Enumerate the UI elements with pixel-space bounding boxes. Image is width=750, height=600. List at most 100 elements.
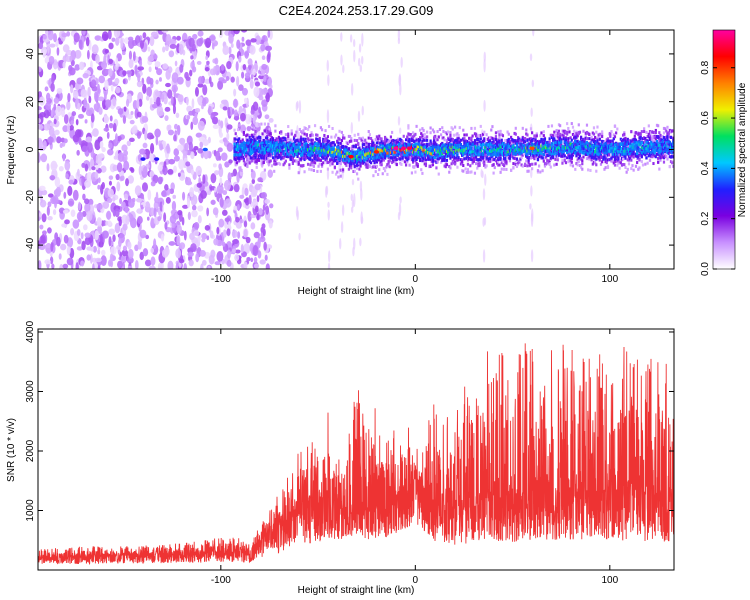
heatmap-cell [327, 145, 331, 149]
heatmap-cell [358, 148, 361, 152]
heatmap-cell [195, 253, 200, 263]
heatmap-cell [195, 132, 203, 138]
heatmap-cell [130, 110, 134, 115]
heatmap-cell [298, 127, 301, 131]
heatmap-cell [313, 161, 317, 165]
heatmap-cell [366, 165, 369, 169]
heatmap-cell [449, 156, 452, 160]
heatmap-cell [424, 136, 428, 140]
heatmap-cell [184, 142, 189, 152]
heatmap-cell [179, 63, 184, 73]
heatmap-cell [421, 135, 424, 139]
heatmap-cell [42, 34, 47, 40]
heatmap-cell [372, 156, 375, 160]
heatmap-cell [344, 150, 347, 154]
heatmap-cell [457, 145, 460, 149]
heatmap-cell [154, 128, 161, 138]
heatmap-cell [470, 126, 473, 130]
heatmap-cell [422, 153, 425, 157]
heatmap-cell [508, 144, 512, 148]
heatmap-cell [313, 153, 317, 157]
heatmap-cell [487, 154, 491, 158]
heatmap-cell [311, 148, 314, 152]
heatmap-cell [407, 132, 410, 136]
heatmap-cell [475, 134, 478, 138]
heatmap-cell [254, 135, 257, 139]
heatmap-cell [452, 157, 456, 161]
heatmap-cell [457, 156, 460, 160]
heatmap-cell [512, 156, 515, 160]
heatmap-cell [349, 34, 353, 43]
heatmap-cell [310, 160, 313, 164]
heatmap-cell [206, 235, 210, 241]
heatmap-cell [290, 151, 293, 155]
heatmap-cell [446, 130, 450, 134]
heatmap-cell [482, 139, 485, 143]
heatmap-cell [361, 149, 365, 153]
heatmap-cell [476, 151, 479, 155]
heatmap-cell [351, 159, 354, 163]
heatmap-cell [382, 142, 386, 146]
heatmap-cell [197, 30, 204, 37]
heatmap-cell [308, 145, 311, 149]
heatmap-cell [448, 164, 451, 168]
heatmap-cell [305, 142, 308, 146]
heatmap-cell [385, 154, 388, 158]
heatmap-cell [243, 152, 247, 156]
heatmap-cell [264, 154, 268, 158]
heatmap-cell [505, 160, 508, 164]
heatmap-cell [253, 135, 256, 139]
heatmap-cell [497, 145, 500, 149]
heatmap-cell [271, 156, 275, 160]
heatmap-cell [276, 152, 279, 156]
heatmap-cell [246, 141, 249, 145]
heatmap-cell [122, 223, 128, 231]
heatmap-cell [430, 141, 433, 145]
heatmap-cell [387, 154, 390, 158]
heatmap-cell [264, 254, 268, 261]
heatmap-cell [98, 75, 106, 84]
heatmap-cell [485, 164, 488, 168]
heatmap-cell [88, 95, 92, 104]
heatmap-cell [483, 160, 486, 164]
heatmap-cell [100, 60, 108, 70]
heatmap-cell [311, 138, 314, 142]
heatmap-cell [315, 133, 318, 137]
heatmap-cell [318, 136, 321, 140]
heatmap-cell [472, 159, 475, 163]
heatmap-cell [317, 144, 320, 148]
heatmap-cell [459, 159, 463, 163]
heatmap-cell [435, 138, 438, 142]
heatmap-cell [475, 132, 478, 136]
heatmap-cell [396, 140, 400, 144]
heatmap-cell [450, 126, 453, 130]
heatmap-cell [40, 153, 48, 163]
heatmap-cell [159, 111, 165, 116]
heatmap-cell [149, 97, 153, 107]
heatmap-cell [491, 163, 494, 167]
heatmap-cell [197, 96, 203, 104]
heatmap-cell [240, 112, 246, 122]
heatmap-cell [361, 136, 365, 140]
heatmap-cell [268, 127, 271, 131]
heatmap-cell [103, 115, 109, 124]
heatmap-cell [397, 145, 401, 149]
heatmap-cell [361, 151, 365, 155]
heatmap-cell [150, 256, 156, 266]
heatmap-cell [424, 158, 428, 162]
heatmap-cell [498, 163, 501, 167]
heatmap-cell [245, 137, 248, 141]
heatmap-cell [496, 147, 499, 151]
heatmap-cell [228, 33, 234, 44]
heatmap-cell [387, 161, 390, 165]
heatmap-cell [60, 107, 66, 118]
heatmap-cell [392, 138, 395, 142]
heatmap-cell [299, 157, 303, 161]
heatmap-cell [362, 142, 366, 146]
heatmap-cell [338, 146, 341, 150]
heatmap-cell [150, 217, 155, 226]
heatmap-cell [108, 175, 114, 180]
heatmap-cell [234, 153, 237, 157]
heatmap-cell [332, 144, 335, 148]
heatmap-cell [75, 262, 79, 269]
